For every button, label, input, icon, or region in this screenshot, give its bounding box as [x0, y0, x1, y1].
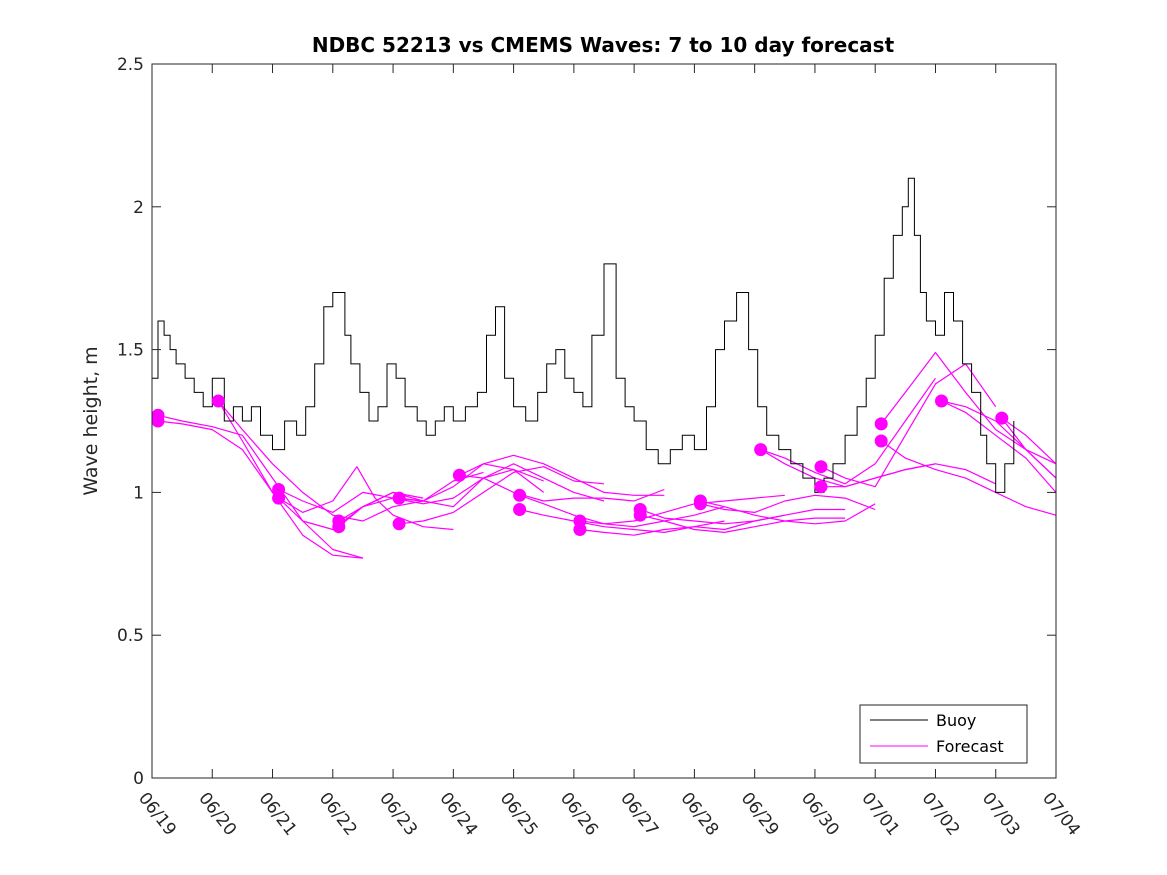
x-tick-label: 07/02: [918, 789, 964, 840]
forecast-line-23: [821, 463, 996, 488]
buoy-line: [152, 177, 1015, 493]
forecast-line-3: [217, 400, 424, 531]
forecast-line-14: [579, 494, 785, 525]
forecast-marker: [995, 411, 1009, 425]
forecast-marker: [874, 417, 888, 431]
forecast-lines: [157, 351, 1057, 559]
forecast-marker: [633, 508, 647, 522]
forecast-line-27: [941, 400, 1057, 493]
forecast-marker: [211, 394, 225, 408]
x-tick-label: 06/24: [435, 789, 481, 840]
forecast-marker: [392, 491, 406, 505]
forecast-marker: [392, 517, 406, 531]
legend-box: [859, 704, 1028, 764]
forecast-marker: [573, 523, 587, 536]
forecast-line-1: [157, 420, 363, 559]
forecast-marker: [693, 497, 707, 511]
forecast-line-18: [700, 500, 876, 525]
forecast-marker: [874, 434, 888, 448]
forecast-line-11: [459, 474, 665, 502]
y-axis-label: Wave height, m: [80, 346, 102, 495]
forecast-marker: [272, 491, 286, 505]
forecast-line-17: [640, 514, 846, 534]
y-tick-label: 2: [133, 198, 144, 218]
forecast-marker: [151, 414, 165, 428]
forecast-line-5: [278, 466, 454, 531]
x-tick-label: 06/28: [676, 789, 722, 840]
y-tick-label: 0.5: [117, 626, 144, 646]
forecast-marker: [935, 394, 948, 408]
forecast-line-2: [217, 400, 424, 522]
legend: Buoy Forecast: [859, 704, 1028, 764]
forecast-marker: [513, 488, 527, 502]
x-tick-label: 06/23: [375, 789, 421, 840]
x-tick-label: 06/30: [797, 789, 843, 840]
forecast-line-25: [880, 440, 1057, 516]
forecast-line-9: [399, 466, 605, 525]
forecast-line-16: [639, 508, 846, 525]
y-tick-label: 0: [133, 769, 144, 789]
forecast-marker: [814, 460, 828, 474]
forecast-marker: [452, 468, 466, 482]
forecast-line-19: [700, 494, 876, 514]
forecast-markers: [151, 394, 1009, 536]
x-tick-label: 06/21: [255, 789, 301, 840]
forecast-line-28: [1001, 417, 1057, 465]
forecast-line-6: [338, 463, 545, 522]
y-tick-label: 1.5: [117, 341, 144, 361]
forecast-line-22: [820, 363, 997, 488]
forecast-line-29: [1001, 417, 1057, 479]
forecast-line-7: [338, 469, 544, 528]
forecast-line-21: [760, 377, 936, 485]
forecast-marker: [513, 503, 527, 516]
x-tick-label: 06/29: [737, 789, 783, 840]
x-tick-label: 06/25: [496, 789, 542, 840]
forecast-marker: [332, 520, 346, 534]
forecast-line-10: [459, 454, 665, 496]
x-tick-label: 07/04: [1038, 789, 1084, 840]
forecast-line-4: [278, 471, 484, 514]
chart-title: NDBC 52213 vs CMEMS Waves: 7 to 10 day f…: [312, 33, 895, 57]
x-tick-label: 06/19: [134, 789, 180, 840]
plot-area-border: [151, 63, 1057, 779]
y-tick-label: 1: [133, 483, 144, 503]
buoy-line-group: [152, 177, 1015, 493]
x-tick-label: 06/20: [194, 789, 240, 840]
legend-forecast-label: Forecast: [936, 737, 1004, 756]
forecast-line-15: [579, 514, 785, 536]
x-tick-label: 06/26: [556, 789, 602, 840]
forecast-marker: [754, 443, 768, 457]
legend-buoy-label: Buoy: [936, 711, 976, 730]
forecast-line-12: [519, 494, 725, 528]
x-tick-label: 07/01: [857, 789, 903, 840]
y-axis-ticks: 0 0.5 1 1.5 2 2.5: [117, 55, 1056, 789]
x-tick-label: 06/27: [616, 789, 662, 840]
x-tick-label: 06/22: [315, 789, 361, 840]
forecast-marker: [814, 480, 828, 494]
y-tick-label: 2.5: [117, 55, 144, 75]
forecast-line-0: [157, 414, 364, 559]
x-tick-label: 07/03: [978, 789, 1024, 840]
forecast-line-8: [399, 463, 605, 508]
